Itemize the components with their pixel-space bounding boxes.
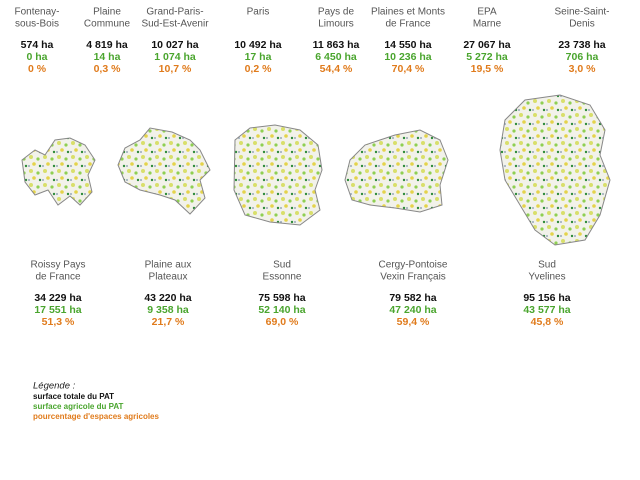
total-area: 14 550 ha (384, 39, 431, 51)
territory-name: Plaine aux (145, 260, 192, 271)
agricultural-area: 43 577 ha (523, 304, 570, 316)
territory-name: Sud-Est-Avenir (141, 19, 209, 30)
territory-name: Pays de (318, 7, 355, 18)
territory-name: Sud (538, 260, 556, 271)
agricultural-share: 51,3 % (42, 316, 75, 328)
agricultural-share: 10,7 % (159, 63, 192, 75)
agricultural-share: 21,7 % (152, 316, 185, 328)
territory-name: Commune (84, 19, 131, 30)
map-cergy (344, 129, 449, 213)
total-area: 23 738 ha (558, 39, 605, 51)
total-area: 43 220 ha (144, 292, 191, 304)
legend-title: Légende : (33, 381, 76, 392)
total-area: 27 067 ha (463, 39, 510, 51)
total-area: 79 582 ha (389, 292, 436, 304)
territory-name: Paris (247, 7, 270, 18)
territory-name: Plateaux (149, 272, 188, 283)
agricultural-area: 1 074 ha (154, 51, 196, 63)
territory-name: Denis (569, 19, 595, 30)
territory-name: Grand-Paris- (146, 7, 203, 18)
agricultural-share: 59,4 % (397, 316, 430, 328)
territory-name: Plaine (93, 7, 121, 18)
agricultural-area: 17 ha (245, 51, 272, 63)
map-sud-yvelines (499, 94, 611, 246)
agricultural-share: 0 % (28, 63, 47, 75)
agricultural-area: 10 236 ha (384, 51, 431, 63)
total-area: 34 229 ha (34, 292, 81, 304)
total-area: 95 156 ha (523, 292, 570, 304)
territory-name: sous-Bois (15, 19, 59, 30)
agricultural-area: 0 ha (26, 51, 47, 63)
agricultural-area: 706 ha (566, 51, 599, 63)
agricultural-share: 3,0 % (569, 63, 597, 75)
map-sud-essonne (233, 124, 323, 226)
total-area: 11 863 ha (313, 39, 360, 51)
maps (21, 94, 611, 246)
territory-name: Essonne (263, 272, 302, 283)
agricultural-share: 69,0 % (266, 316, 299, 328)
total-area: 10 492 ha (234, 39, 281, 51)
territory-name: de France (35, 272, 80, 283)
territory-name: Plaines et Monts (371, 7, 445, 18)
legend-share: pourcentage d'espaces agricoles (33, 412, 160, 421)
territory-name: Fontenay- (14, 7, 59, 18)
territory-name: Roissy Pays (30, 260, 85, 271)
agricultural-area: 9 358 ha (147, 304, 189, 316)
agricultural-share: 70,4 % (392, 63, 425, 75)
territory-name: Vexin Français (380, 272, 446, 283)
agricultural-area: 52 140 ha (258, 304, 305, 316)
total-area: 10 027 ha (151, 39, 198, 51)
territory-name: Cergy-Pontoise (379, 260, 448, 271)
territory-name: Sud (273, 260, 291, 271)
agricultural-share: 54,4 % (320, 63, 353, 75)
territory-name: de France (385, 19, 430, 30)
legend-agricultural: surface agricole du PAT (33, 402, 124, 411)
total-area: 574 ha (21, 39, 54, 51)
map-roissy (21, 137, 96, 206)
total-area: 75 598 ha (258, 292, 305, 304)
agricultural-area: 5 272 ha (466, 51, 508, 63)
territory-name: Marne (473, 19, 502, 30)
map-plaine-plateaux (117, 127, 211, 215)
agricultural-share: 0,3 % (94, 63, 122, 75)
territory-name: EPA (477, 7, 497, 18)
territory-name: Yvelines (528, 272, 565, 283)
agricultural-area: 47 240 ha (389, 304, 436, 316)
legend: Légende : surface totale du PAT surface … (33, 381, 160, 422)
legend-total: surface totale du PAT (33, 392, 114, 401)
agricultural-share: 45,8 % (531, 316, 564, 328)
agricultural-share: 0,2 % (245, 63, 273, 75)
territory-name: Limours (318, 19, 354, 30)
territory-name: Seine-Saint- (554, 7, 609, 18)
agricultural-area: 14 ha (94, 51, 121, 63)
total-area: 4 819 ha (86, 39, 128, 51)
agricultural-area: 17 551 ha (34, 304, 81, 316)
agricultural-area: 6 450 ha (315, 51, 357, 63)
agricultural-share: 19,5 % (471, 63, 504, 75)
